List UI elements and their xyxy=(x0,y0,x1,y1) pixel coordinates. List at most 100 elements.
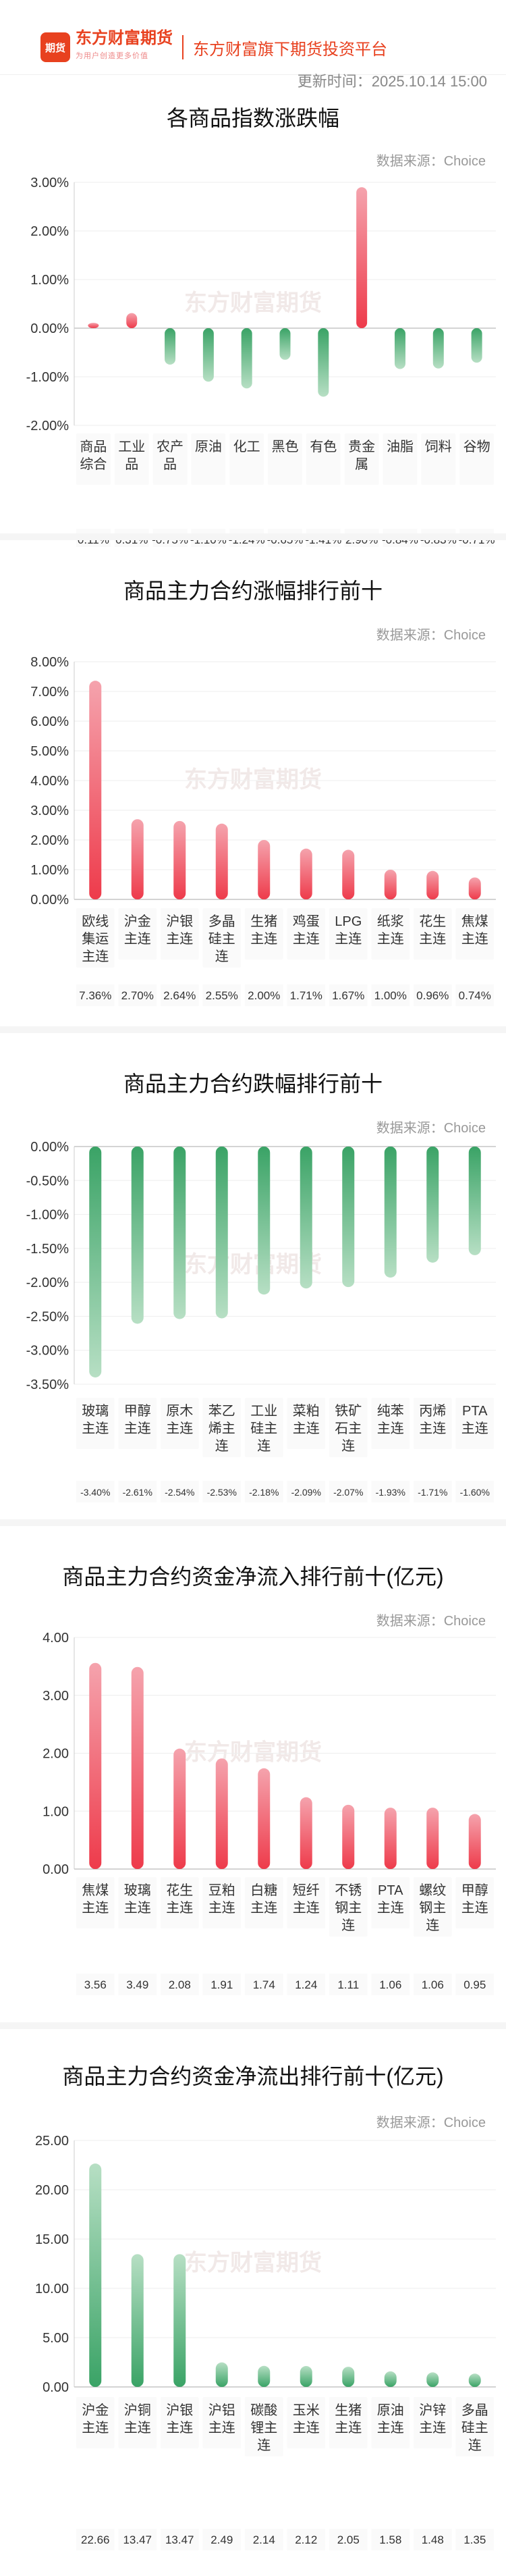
bar xyxy=(384,1147,397,1278)
category-label: 黑色 xyxy=(272,439,299,454)
category-label-bg xyxy=(202,1877,241,1928)
category-label-bg xyxy=(76,2397,115,2448)
bar xyxy=(426,870,439,899)
chart-title: 各商品指数涨跌幅 xyxy=(166,106,339,130)
watermark-text: 东方财富期货 xyxy=(184,766,322,793)
value-label-bg xyxy=(287,1481,325,1502)
y-tick-label: -2.50% xyxy=(26,1309,69,1324)
y-tick-label: 2.00% xyxy=(30,833,69,848)
bar xyxy=(173,2254,186,2387)
category-label-bg xyxy=(245,1877,283,1928)
chart-section-5: 商品主力合约资金净流出排行前十(亿元) 数据来源：Choice 东方财富期货 25… xyxy=(0,2029,506,2576)
chart-svg: 东方财富期货 8.00% 7.00% 6.00% 5.00% 4.00% 3.00% 2.00… xyxy=(30,655,496,1006)
bar xyxy=(342,1804,355,1869)
category-label: 白糖主连 xyxy=(250,1883,277,1916)
category-label: 有色 xyxy=(310,439,337,454)
category-label-bg xyxy=(229,433,264,485)
y-tick-label: 6.00% xyxy=(30,714,69,729)
y-tick-label: 20.00 xyxy=(35,2183,69,2198)
bar xyxy=(258,1768,271,1869)
value-label-bg xyxy=(245,2529,283,2550)
bar xyxy=(468,1814,481,1869)
bar xyxy=(173,820,186,899)
data-source: 数据来源：Choice xyxy=(376,154,486,169)
bar xyxy=(241,328,252,389)
category-label: 螺纹钢主连 xyxy=(419,1883,446,1933)
value-label-bg xyxy=(76,2529,115,2550)
category-label: 生猪主连 xyxy=(250,914,277,947)
y-tick-label: 15.00 xyxy=(35,2232,69,2247)
category-label: 原油主连 xyxy=(377,2402,404,2436)
category-label: 油脂 xyxy=(387,439,414,454)
category-label-bg xyxy=(344,433,379,485)
category-label: PTA 主连 xyxy=(377,1883,404,1916)
bar xyxy=(300,2366,312,2387)
category-label: 苯乙烯主连 xyxy=(208,1403,235,1454)
category-label-bg xyxy=(329,1877,368,1937)
category-label: 沪金主连 xyxy=(82,2402,109,2436)
category-label: 花生主连 xyxy=(166,1883,193,1916)
chart-title: 商品主力合约资金净流入排行前十(亿元) xyxy=(62,1565,444,1589)
value-label-bg xyxy=(118,984,157,1006)
y-tick-label: 1.00% xyxy=(30,863,69,878)
category-label-bg xyxy=(287,1877,325,1928)
category-label-bg xyxy=(161,1398,199,1449)
bar xyxy=(89,1662,102,1869)
category-label-bg xyxy=(287,908,325,960)
data-source: 数据来源：Choice xyxy=(376,2115,486,2130)
category-label-bg xyxy=(455,2397,494,2456)
value-label-bg xyxy=(118,1974,157,1995)
category-label-bg xyxy=(118,1877,157,1928)
value-label: 2.64% xyxy=(163,989,196,1002)
watermark-text: 东方财富期货 xyxy=(184,1739,322,1766)
chart-svg: 东方财富期货 25.00 20.00 15.00 10.00 5.00 0.00 沪金主连 22… xyxy=(35,2134,496,2550)
value-label-bg xyxy=(414,2529,452,2550)
bar xyxy=(432,328,444,369)
bar xyxy=(356,187,368,328)
value-label: -1.93% xyxy=(376,1487,405,1498)
category-label-bg xyxy=(329,908,368,960)
value-label: 1.71% xyxy=(290,989,322,1002)
value-label-bg xyxy=(245,1481,283,1502)
logo-divider xyxy=(182,35,184,59)
bar xyxy=(384,870,397,899)
chart-section-1: 各商品指数涨跌幅 数据来源：Choice 东方财富期货 3.00% 2.00% 1.0… xyxy=(0,88,506,547)
watermark-text: 东方财富期货 xyxy=(184,2250,322,2276)
value-label-bg xyxy=(118,1481,157,1502)
value-label-bg xyxy=(414,1481,452,1502)
value-label: -1.71% xyxy=(418,1487,447,1498)
category-label-bg xyxy=(202,1398,241,1457)
value-label: -2.09% xyxy=(291,1487,321,1498)
bar xyxy=(89,2163,102,2387)
bar xyxy=(131,819,144,899)
category-label-bg xyxy=(383,433,418,485)
category-label: 铁矿石主连 xyxy=(335,1403,362,1454)
category-label: 工业硅主连 xyxy=(250,1403,277,1454)
value-label: -2.54% xyxy=(165,1487,194,1498)
category-label-bg xyxy=(329,1398,368,1457)
value-label: 1.74 xyxy=(253,1978,275,1991)
category-label-bg xyxy=(455,908,494,960)
chart-title: 商品主力合约资金净流出排行前十(亿元) xyxy=(62,2064,444,2088)
bar xyxy=(165,328,176,365)
category-label-bg xyxy=(414,908,452,960)
category-label-bg xyxy=(455,1877,494,1928)
category-label: 沪铝主连 xyxy=(208,2402,235,2436)
category-label-bg xyxy=(268,433,302,485)
bar xyxy=(258,2365,271,2387)
category-label: 焦煤主连 xyxy=(82,1883,109,1916)
platform-name: 东方财富旗下期货投资平台 xyxy=(193,40,387,59)
value-label: 2.08 xyxy=(169,1978,191,1991)
bar xyxy=(126,313,138,328)
value-label-bg xyxy=(414,984,452,1006)
value-label-bg xyxy=(161,1481,199,1502)
value-label: 3.49 xyxy=(126,1978,148,1991)
value-label-bg xyxy=(455,984,494,1006)
category-label: 纯苯主连 xyxy=(377,1403,404,1436)
y-tick-label: -1.00% xyxy=(26,1208,69,1223)
category-label-bg xyxy=(191,433,226,485)
y-tick-label: -2.00% xyxy=(26,419,69,433)
bar xyxy=(89,681,102,899)
value-label-bg xyxy=(76,984,115,1006)
bar xyxy=(215,2362,228,2387)
